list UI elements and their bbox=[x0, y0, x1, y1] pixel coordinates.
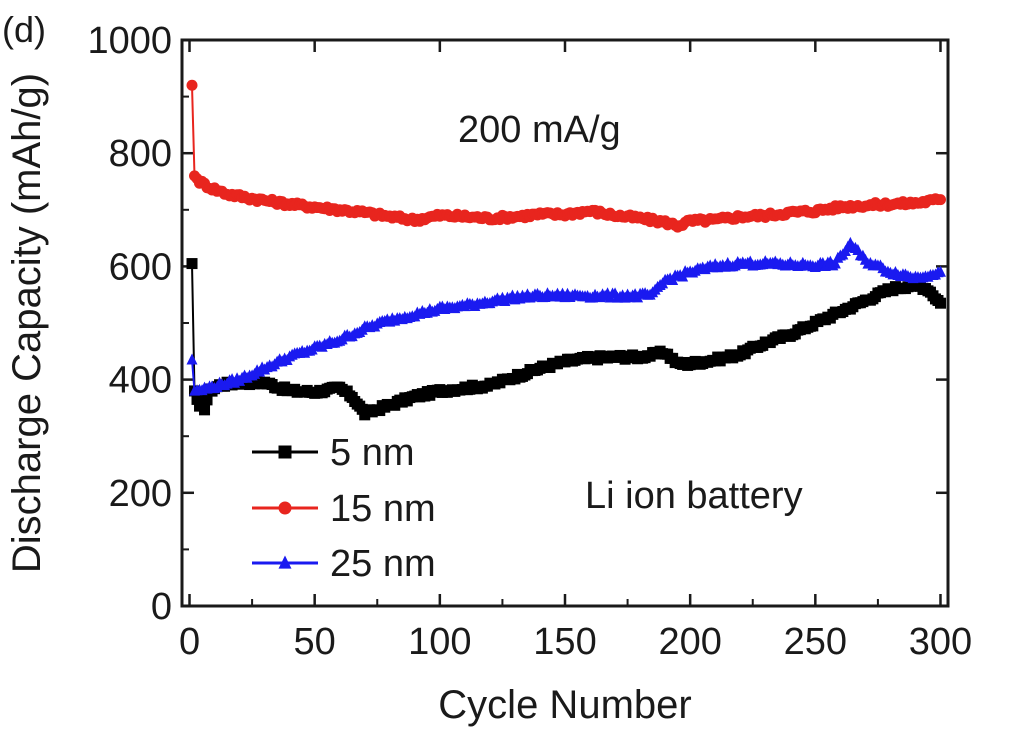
legend-marker bbox=[278, 501, 292, 515]
x-tick-label: 100 bbox=[408, 621, 471, 663]
legend-label: 15 nm bbox=[330, 488, 436, 530]
legend-item: 25 nm bbox=[252, 543, 436, 585]
x-tick-label: 300 bbox=[909, 621, 972, 663]
legend-item: 5 nm bbox=[252, 432, 414, 474]
series-layer bbox=[186, 79, 946, 421]
series-25-nm bbox=[186, 236, 946, 396]
x-tick-label: 250 bbox=[784, 621, 847, 663]
data-point bbox=[199, 404, 211, 416]
y-tick-label: 600 bbox=[109, 246, 172, 288]
annotation-rate: 200 mA/g bbox=[458, 109, 621, 151]
x-tick-label: 0 bbox=[179, 621, 200, 663]
data-point bbox=[191, 393, 203, 405]
legend-label: 25 nm bbox=[330, 543, 436, 585]
data-point bbox=[934, 297, 946, 309]
panel-label: (d) bbox=[2, 9, 46, 50]
series-15-nm bbox=[186, 79, 946, 233]
data-point bbox=[186, 79, 198, 91]
y-tick-label: 800 bbox=[109, 133, 172, 175]
axis-ticks: 0 50 100 150 200 250 300 0 200 400 600 800 1000 bbox=[87, 20, 972, 663]
y-tick-label: 400 bbox=[109, 360, 172, 402]
legend-item: 15 nm bbox=[252, 488, 436, 530]
legend-label: 5 nm bbox=[330, 432, 414, 474]
data-point bbox=[829, 257, 841, 269]
x-axis-title: Cycle Number bbox=[438, 683, 691, 727]
y-axis-title: Discharge Capacity (mAh/g) bbox=[5, 73, 49, 573]
data-point bbox=[934, 194, 946, 206]
y-tick-label: 1000 bbox=[87, 20, 172, 62]
annotation-battery: Li ion battery bbox=[585, 475, 803, 517]
y-tick-label: 0 bbox=[151, 586, 172, 628]
data-point bbox=[186, 353, 198, 365]
data-point bbox=[934, 265, 946, 277]
legend: 5 nm 15 nm 25 nm bbox=[252, 432, 436, 585]
series-5-nm bbox=[186, 258, 946, 421]
legend-marker bbox=[278, 445, 292, 459]
data-point bbox=[186, 258, 198, 270]
data-point bbox=[201, 394, 213, 406]
x-tick-label: 150 bbox=[533, 621, 596, 663]
x-tick-label: 50 bbox=[294, 621, 336, 663]
legend-marker bbox=[278, 555, 292, 569]
y-tick-label: 200 bbox=[109, 473, 172, 515]
x-tick-label: 200 bbox=[658, 621, 721, 663]
